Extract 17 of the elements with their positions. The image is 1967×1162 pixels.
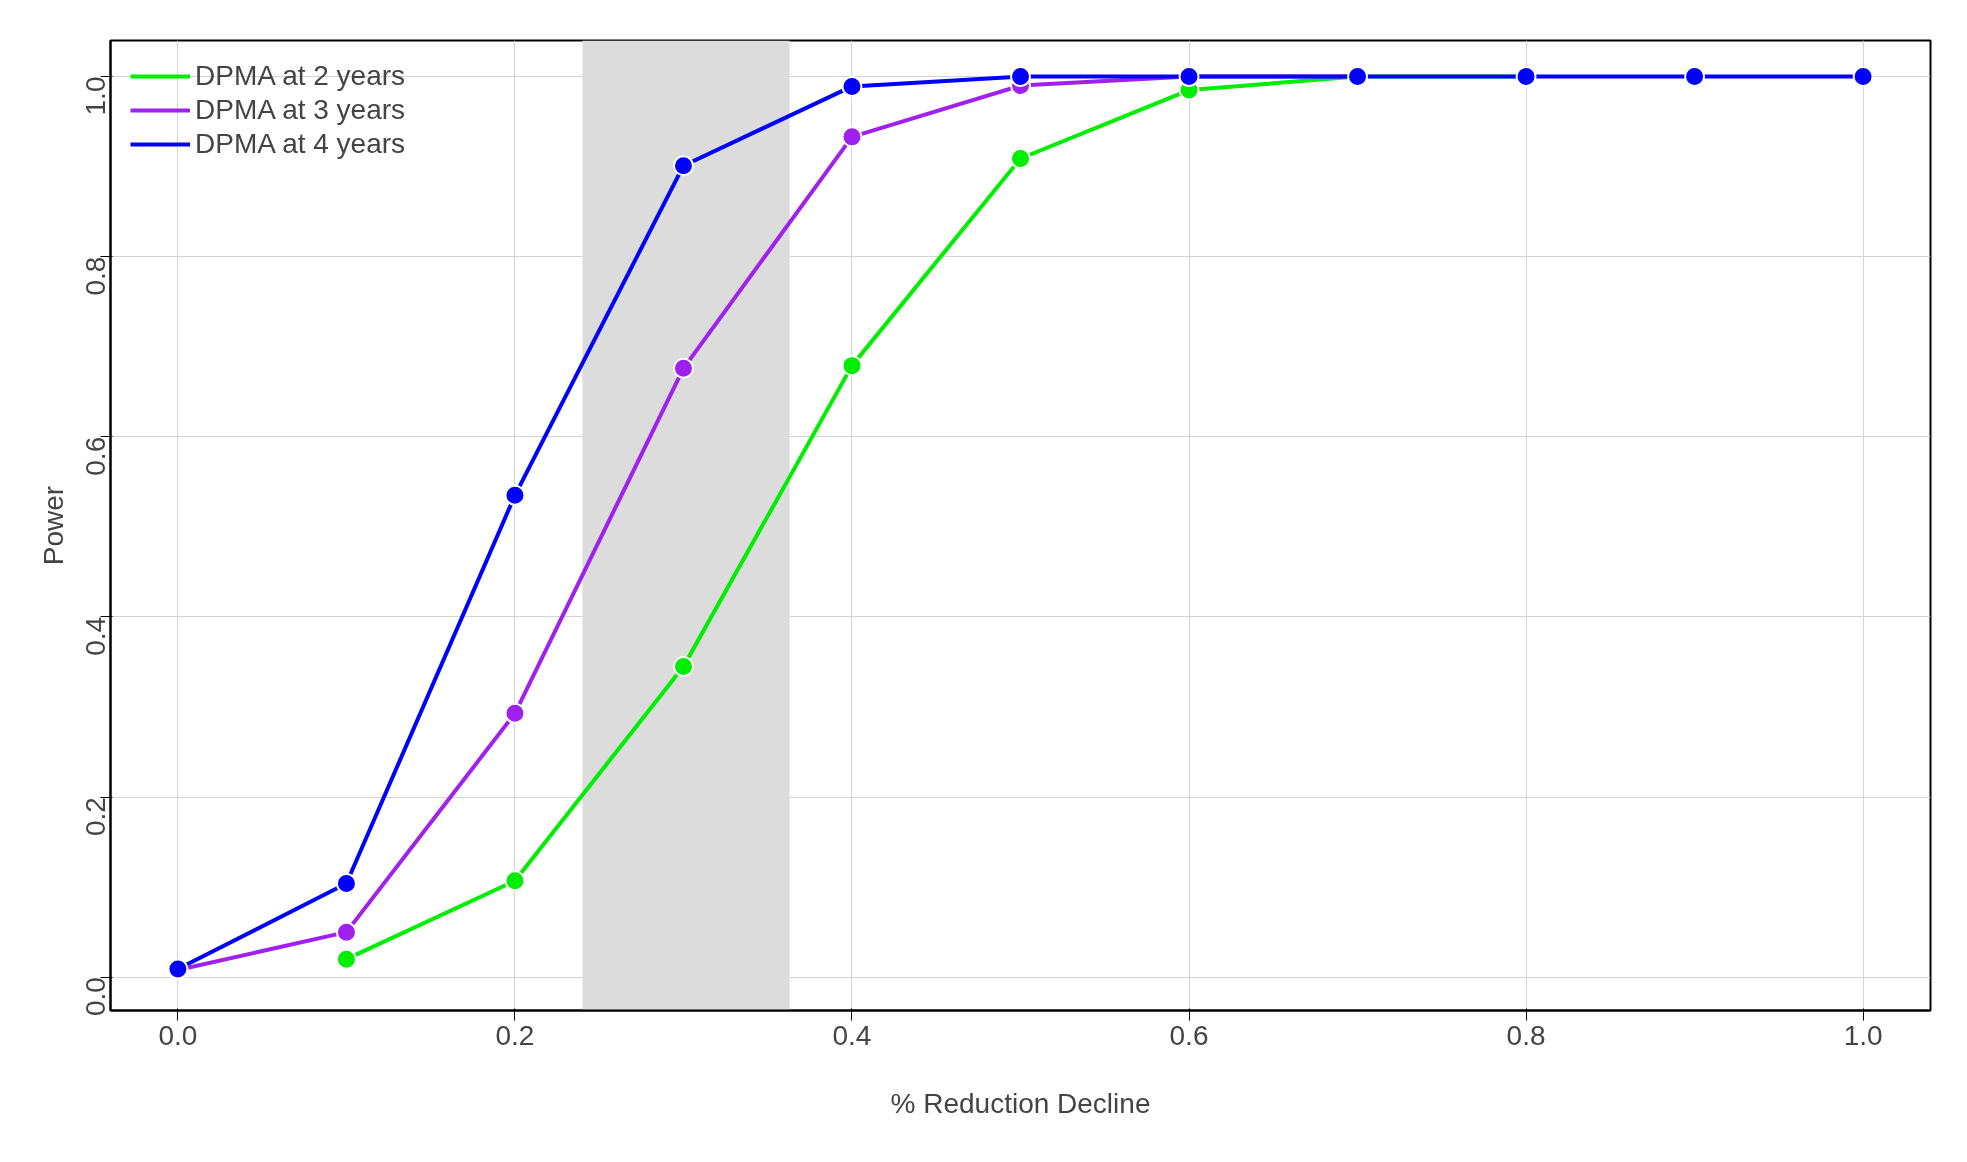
x-tick-label: 0.8 (1506, 1019, 1546, 1051)
x-tick-label: 0.2 (495, 1019, 535, 1051)
x-tick-label: 1.0 (1843, 1019, 1883, 1051)
y-tick-label: 1.0 (80, 76, 111, 116)
x-tick-label: 0.4 (832, 1019, 872, 1051)
y-tick-label: 0.8 (80, 256, 111, 296)
y-axis-title: Power (37, 485, 69, 566)
x-tick-label: 0.0 (158, 1019, 198, 1051)
x-tick-label: 0.6 (1169, 1019, 1209, 1051)
legend-label: DPMA at 3 years (195, 94, 406, 126)
legend-label: DPMA at 2 years (195, 60, 406, 92)
y-tick-label: 0.4 (80, 616, 111, 656)
legend-label: DPMA at 4 years (195, 128, 406, 160)
y-tick-label: 0.2 (80, 797, 111, 836)
y-tick-label: 0.6 (80, 436, 111, 476)
x-axis-title: % Reduction Decline (890, 1087, 1151, 1119)
y-tick-label: 0.0 (80, 977, 111, 1017)
